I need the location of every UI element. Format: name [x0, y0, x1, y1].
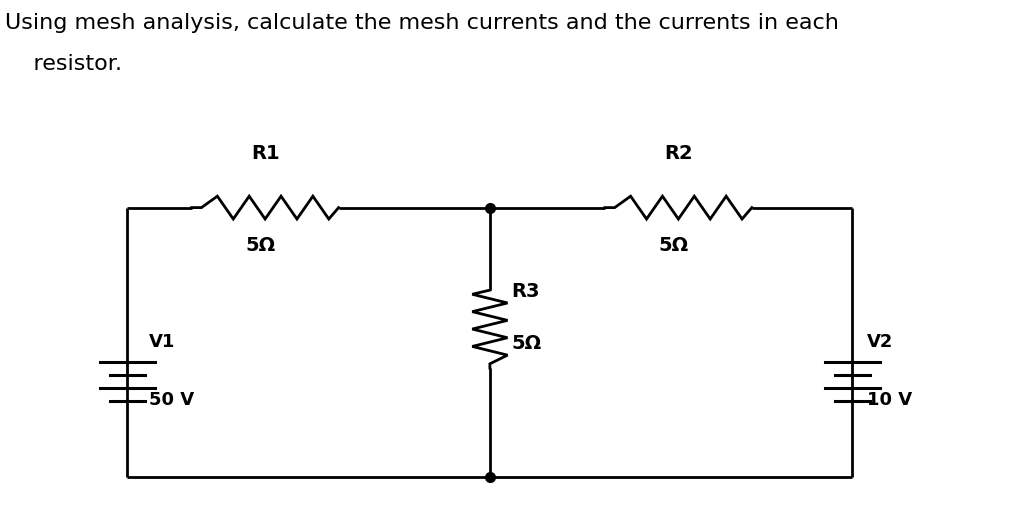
Text: 5Ω: 5Ω — [658, 236, 688, 255]
Text: resistor.: resistor. — [5, 54, 122, 75]
Text: R1: R1 — [251, 144, 280, 163]
Text: R2: R2 — [665, 144, 692, 163]
Text: 5Ω: 5Ω — [245, 236, 275, 255]
Text: V1: V1 — [148, 333, 175, 351]
Text: 10 V: 10 V — [867, 391, 912, 409]
Text: R3: R3 — [511, 281, 540, 301]
Text: V2: V2 — [867, 333, 894, 351]
Text: Using mesh analysis, calculate the mesh currents and the currents in each: Using mesh analysis, calculate the mesh … — [5, 13, 839, 33]
Text: 5Ω: 5Ω — [511, 334, 542, 353]
Text: 50 V: 50 V — [148, 391, 195, 409]
